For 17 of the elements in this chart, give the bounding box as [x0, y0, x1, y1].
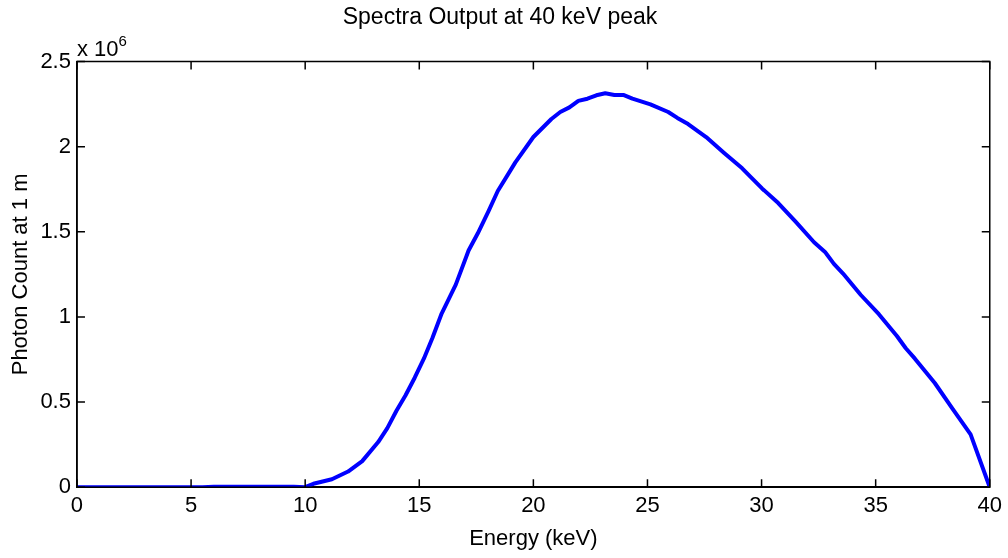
y-tick-label: 1	[58, 303, 71, 329]
x-tick-label: 10	[292, 492, 318, 518]
x-tick-label: 35	[863, 492, 888, 518]
x-tick-label: 5	[184, 492, 198, 518]
x-tick-label: 25	[635, 492, 660, 518]
x-tick-label: 20	[521, 492, 546, 518]
y-tick-label: 0.5	[40, 388, 71, 414]
y-axis-title: Photon Count at 1 m	[7, 173, 33, 376]
x-tick-label: 40	[977, 492, 1003, 518]
x-tick-label: 30	[749, 492, 774, 518]
y-tick-label: 0	[58, 473, 71, 499]
x-tick-label: 15	[407, 492, 432, 518]
chart-title: Spectra Output at 40 keV peak	[342, 3, 658, 30]
x-axis-title: Energy (keV)	[469, 524, 598, 550]
y-tick-label: 2.5	[40, 47, 71, 73]
y-tick-label: 2	[58, 132, 71, 158]
y-tick-label: 1.5	[40, 217, 71, 243]
